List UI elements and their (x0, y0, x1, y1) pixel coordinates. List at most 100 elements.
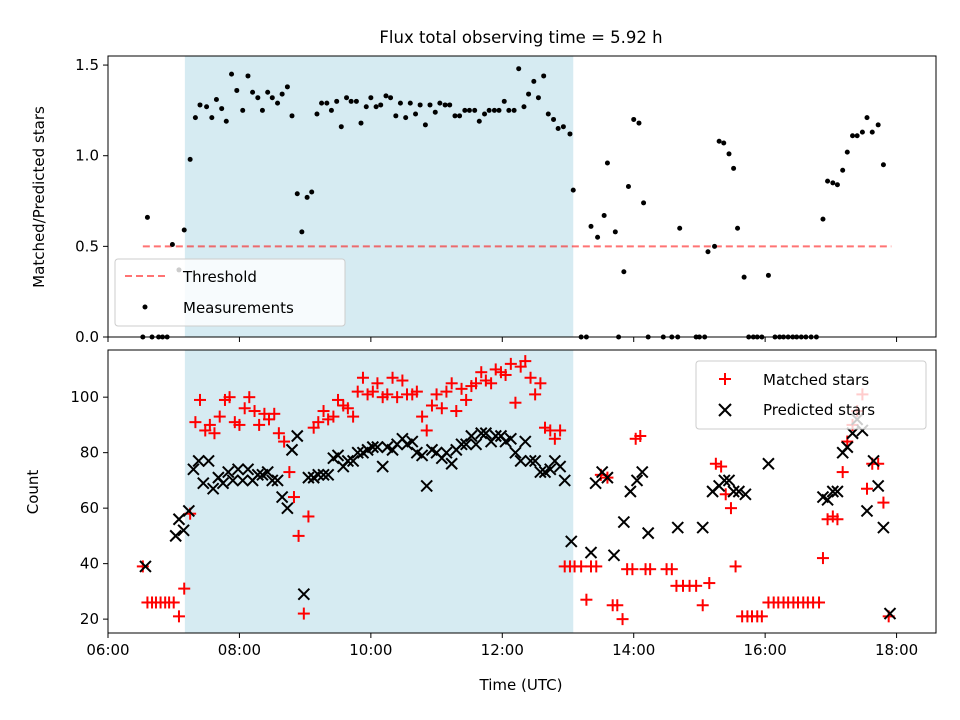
predicted-star-marker (553, 460, 567, 473)
measurement-point (388, 95, 394, 101)
predicted-star-marker (261, 465, 274, 479)
matched-star-marker (836, 466, 849, 479)
matched-star-marker (410, 385, 423, 398)
predicted-star-marker (465, 429, 478, 443)
predicted-star-marker (475, 427, 488, 440)
matched-star-marker (371, 377, 384, 390)
matched-star-marker (665, 563, 678, 576)
predicted-star-marker (266, 474, 279, 487)
measurement-point (169, 242, 175, 248)
matched-star-marker (479, 374, 492, 387)
predicted-star-marker (534, 465, 547, 479)
matched-star-marker (248, 405, 261, 418)
matched-star-marker (172, 610, 185, 623)
predicted-star-marker (732, 485, 746, 498)
measurement-point (457, 113, 463, 119)
predicted-star-marker (291, 429, 304, 443)
measurement-point (383, 93, 389, 99)
matched-star-marker (813, 596, 826, 609)
matched-star-marker (696, 599, 709, 612)
measurement-point (250, 89, 256, 95)
predicted-star-marker (860, 504, 874, 518)
measurement-point (834, 182, 840, 188)
measurement-point (567, 131, 573, 137)
predicted-star-marker (420, 479, 433, 493)
predicted-star-marker (341, 454, 355, 468)
count-panel: 06:00 08:00 10:00 12:00 14:00 16:00 18:00 20 40… (24, 349, 937, 694)
x-tick-label: 18:00 (875, 641, 918, 659)
predicted-star-marker (366, 440, 380, 454)
matched-star-marker (634, 430, 647, 443)
measurement-point (595, 234, 601, 240)
predicted-star-marker (624, 485, 637, 498)
measurement-point (482, 111, 488, 117)
measurement-point (309, 189, 315, 195)
measurement-point (840, 167, 846, 173)
matched-star-marker (203, 418, 216, 431)
top-legend: Threshold Measurements (114, 258, 346, 327)
measurement-point (476, 118, 482, 124)
measurement-point (245, 73, 251, 79)
bottom-legend-box (695, 360, 927, 430)
predicted-star-marker (236, 474, 249, 487)
matched-star-marker (233, 418, 246, 431)
bottom-y-axis-label: Count (24, 470, 42, 515)
measurement-point (197, 102, 203, 108)
matched-star-marker (590, 560, 603, 573)
predicted-star-marker (871, 479, 885, 493)
predicted-star-marker (285, 443, 299, 457)
measurement-point (712, 243, 718, 249)
measurement-point (304, 194, 310, 200)
matched-star-marker (341, 402, 354, 415)
matched-star-marker (194, 393, 206, 406)
measurement-point (432, 109, 438, 115)
predicted-star-marker (841, 440, 854, 454)
measurement-point (279, 91, 285, 97)
predicted-star-marker (739, 488, 752, 501)
measurement-point (612, 229, 618, 235)
measurement-point (491, 107, 497, 113)
matched-star-marker (831, 513, 844, 526)
matched-star-marker (816, 552, 829, 565)
x-tick-label: 14:00 (612, 641, 655, 659)
measurement-point (187, 156, 193, 162)
legend-measurements-swatch (142, 304, 148, 310)
predicted-star-marker (489, 429, 502, 443)
predicted-star-marker (182, 504, 196, 518)
bottom-y-tick-label: 80 (80, 444, 99, 462)
top-y-tick-label: 0.5 (75, 237, 99, 255)
matched-star-marker (366, 385, 379, 398)
measurement-point (726, 151, 732, 157)
measurement-point (631, 116, 637, 122)
matched-star-marker (611, 599, 624, 612)
matched-star-marker (709, 457, 722, 470)
predicted-star-marker (479, 427, 493, 440)
measurement-point (284, 84, 290, 90)
measurement-point (621, 269, 627, 275)
predicted-star-marker (351, 446, 364, 459)
predicted-star-marker (762, 457, 775, 470)
bottom-plot-frame (107, 349, 937, 634)
measurement-point (854, 133, 860, 139)
predicted-star-marker (346, 454, 360, 468)
predicted-star-marker (636, 465, 649, 479)
matched-star-marker (416, 410, 429, 423)
measurement-point (531, 78, 537, 84)
measurement-point (213, 97, 219, 103)
measurement-point (830, 180, 836, 186)
predicted-star-marker (584, 546, 598, 559)
predicted-star-marker (696, 521, 709, 534)
measurement-point (442, 102, 448, 108)
legend-predicted-swatch (718, 403, 732, 417)
predicted-star-marker (376, 460, 389, 473)
legend-matched-label: Matched stars (763, 371, 869, 389)
predicted-star-marker (469, 438, 483, 451)
measurement-point (521, 104, 527, 110)
measurement-point (535, 95, 541, 101)
predicted-star-marker (187, 463, 200, 476)
top-y-axis-label: Matched/Predicted stars (30, 106, 48, 288)
measurement-point (511, 107, 517, 113)
predicted-star-marker (671, 521, 684, 534)
measurement-point (850, 133, 856, 139)
predicted-star-marker (371, 440, 384, 454)
